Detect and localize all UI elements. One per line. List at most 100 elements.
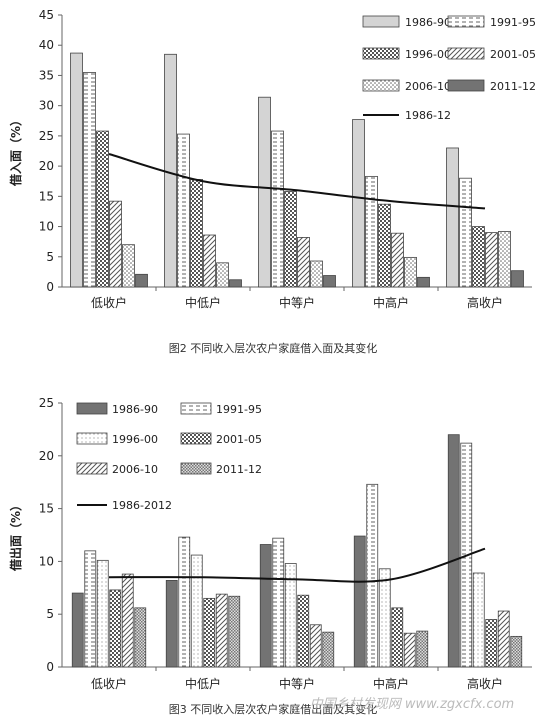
bar xyxy=(485,232,498,288)
y-tick-label: 25 xyxy=(39,396,54,410)
y-tick-label: 25 xyxy=(39,129,54,143)
y-tick-label: 35 xyxy=(39,68,54,82)
bar xyxy=(446,147,459,288)
bar xyxy=(96,559,109,668)
trend-line xyxy=(108,153,486,210)
bar xyxy=(323,275,336,288)
bar xyxy=(472,572,485,668)
bar xyxy=(164,53,177,288)
bar xyxy=(416,630,429,668)
bar xyxy=(71,592,84,668)
legend-label-trend: 1986-12 xyxy=(405,109,451,122)
legend-swatch xyxy=(76,462,108,475)
chart-lending: 0 5 10 15 20 25 低收户 中低户 中等户 中高户 高收户 借出面（%） 1986-90 19… xyxy=(8,396,532,716)
legend-swatch xyxy=(447,15,485,28)
legend-label: 1996-00 xyxy=(405,48,451,61)
bar xyxy=(284,563,297,668)
bar xyxy=(459,177,472,288)
bar xyxy=(122,244,135,288)
y-tick-label: 15 xyxy=(39,189,54,203)
legend-swatch xyxy=(362,15,400,28)
bar xyxy=(271,130,284,288)
category-label: 中低户 xyxy=(185,295,221,310)
bar xyxy=(259,544,272,668)
bar xyxy=(322,631,335,668)
bar xyxy=(109,589,122,668)
bar xyxy=(403,632,416,668)
bar xyxy=(365,175,378,288)
legend-label: 2011-12 xyxy=(216,463,262,476)
bar xyxy=(190,554,203,668)
legend-swatch xyxy=(362,47,400,60)
figure-caption: 图3 不同收入层次农户家庭借出面及其变化 xyxy=(169,702,378,716)
legend-swatch xyxy=(180,402,212,415)
y-tick-label: 0 xyxy=(46,660,54,674)
legend-label: 1991-95 xyxy=(216,403,262,416)
y-tick-label: 45 xyxy=(39,8,54,22)
bar xyxy=(178,536,191,668)
bar xyxy=(215,593,228,668)
legend-label: 2006-10 xyxy=(112,463,158,476)
bar xyxy=(309,624,322,668)
bar xyxy=(510,635,523,668)
legend-swatch xyxy=(180,462,212,475)
bar xyxy=(485,619,498,668)
y-tick-label: 20 xyxy=(39,159,54,173)
bar xyxy=(297,594,310,668)
bar xyxy=(366,483,379,668)
legend-label: 2006-10 xyxy=(405,80,451,93)
category-label: 中等户 xyxy=(279,676,315,691)
legend-swatch xyxy=(447,79,485,92)
y-tick-label: 10 xyxy=(39,554,54,568)
legend-swatch xyxy=(447,47,485,60)
bar xyxy=(165,580,178,668)
bar xyxy=(258,96,271,288)
watermark-text: 中国乡村发现网 www.zgxcfx.com xyxy=(310,697,514,712)
bar xyxy=(353,535,366,668)
legend-swatch xyxy=(180,432,212,445)
bar xyxy=(109,200,122,288)
bar xyxy=(497,610,510,668)
bar xyxy=(121,573,134,668)
legend-swatch xyxy=(76,402,108,415)
bar xyxy=(297,237,310,288)
trend-line xyxy=(108,547,486,583)
category-label: 中高户 xyxy=(373,295,409,310)
bar xyxy=(310,260,323,288)
bar xyxy=(404,256,417,288)
legend-label: 2001-05 xyxy=(490,48,536,61)
y-tick-label: 0 xyxy=(46,280,54,294)
legend-label: 1986-90 xyxy=(405,16,451,29)
bar xyxy=(216,262,229,288)
bar xyxy=(177,133,190,288)
legend-label-trend: 1986-2012 xyxy=(112,499,172,512)
y-axis-label: 借出面（%） xyxy=(8,499,23,572)
legend-swatch xyxy=(76,432,108,445)
bar xyxy=(228,595,241,668)
bar xyxy=(83,72,96,288)
y-tick-label: 40 xyxy=(39,38,54,52)
category-label: 中高户 xyxy=(373,676,409,691)
bar xyxy=(378,568,391,668)
bar xyxy=(134,607,147,668)
category-label: 中低户 xyxy=(185,676,221,691)
figure-caption: 图2 不同收入层次农户家庭借入面及其变化 xyxy=(169,341,378,355)
bar xyxy=(203,597,216,668)
category-label: 高收户 xyxy=(467,676,503,691)
category-label: 低收户 xyxy=(91,295,127,310)
legend-label: 1996-00 xyxy=(112,433,158,446)
legend-swatch xyxy=(362,79,400,92)
chart-borrowing: 0 5 10 15 20 25 30 35 40 45 低收户 中低户 中等户 中高户 高收户 借入面（%） 1… xyxy=(8,8,536,355)
bar xyxy=(447,434,460,668)
bar xyxy=(352,119,365,288)
category-label: 低收户 xyxy=(91,676,127,691)
y-tick-label: 15 xyxy=(39,502,54,516)
bar xyxy=(391,232,404,288)
y-tick-label: 20 xyxy=(39,449,54,463)
category-label: 中等户 xyxy=(279,295,315,310)
legend-label: 2001-05 xyxy=(216,433,262,446)
y-tick-label: 5 xyxy=(46,250,54,264)
bar xyxy=(203,234,216,288)
bar xyxy=(190,179,203,288)
bar xyxy=(84,550,97,668)
